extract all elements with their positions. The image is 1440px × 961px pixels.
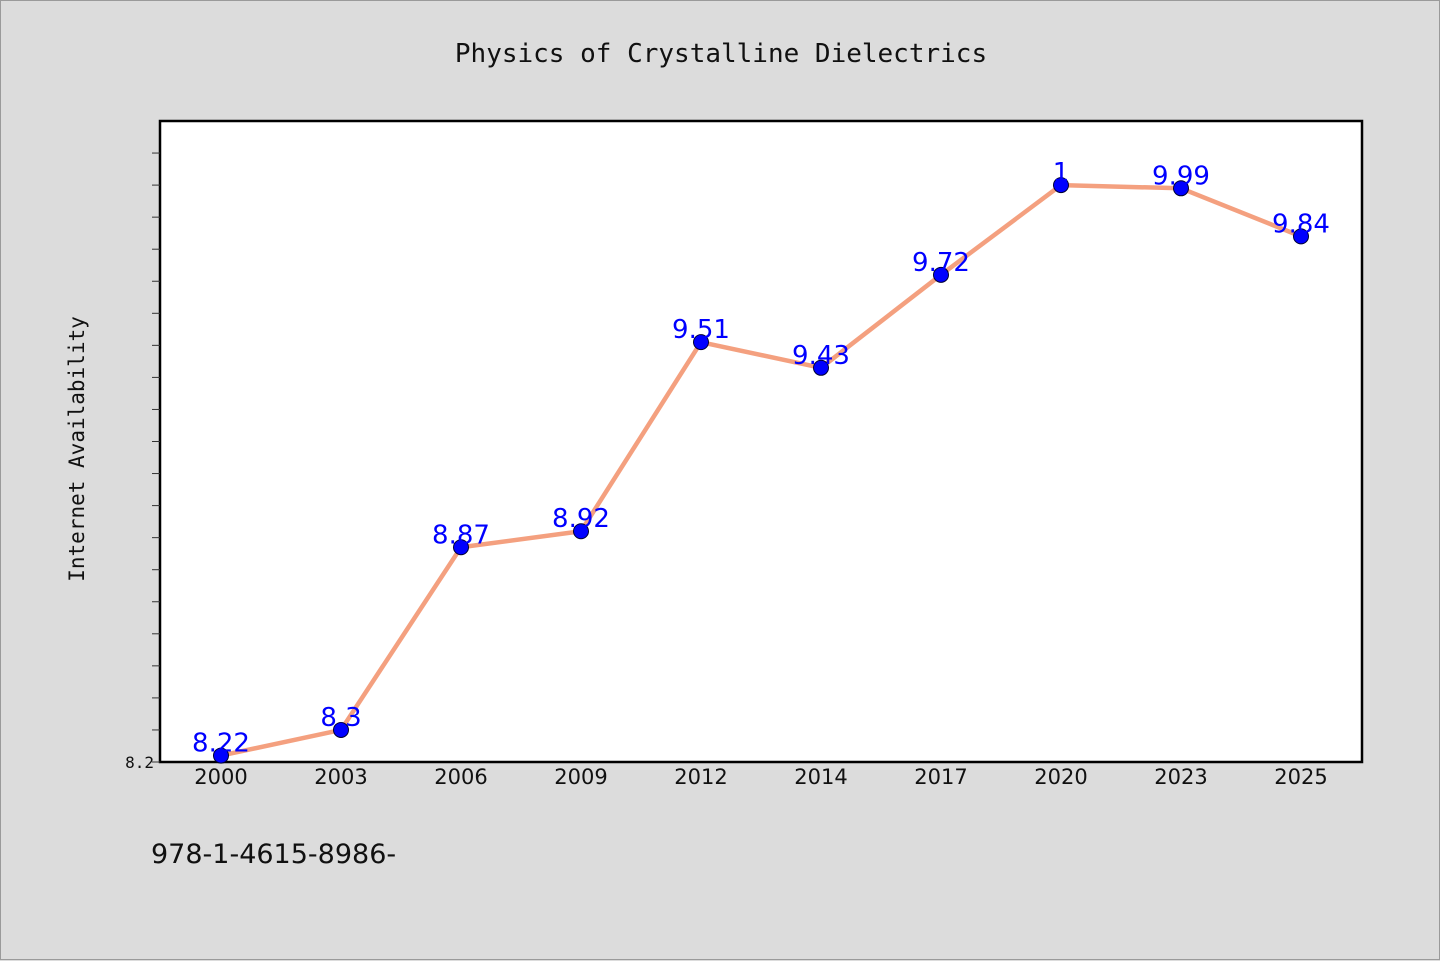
data-label: 9.72 — [912, 248, 970, 278]
data-point — [213, 747, 229, 764]
data-label: 8.22 — [192, 729, 250, 759]
data-label: 8.92 — [552, 504, 610, 534]
series-layer — [213, 177, 1309, 764]
x-tick-label: 2023 — [1154, 765, 1207, 789]
data-label: 9.43 — [792, 341, 850, 371]
x-tick-label: 2006 — [434, 765, 487, 789]
data-point — [813, 359, 829, 376]
data-point — [1173, 180, 1189, 197]
data-label: 9.99 — [1152, 161, 1210, 191]
data-point — [693, 334, 709, 351]
footer-isbn: 978-1-4615-8986- — [151, 839, 396, 870]
x-tick-label: 2000 — [194, 765, 247, 789]
x-tick-label: 2020 — [1034, 765, 1087, 789]
plot-area — [158, 119, 1364, 764]
data-label: 8.3 — [320, 703, 361, 733]
data-label: 1 — [1053, 158, 1070, 188]
data-label: 9.84 — [1272, 209, 1330, 239]
data-point — [1053, 177, 1069, 194]
x-tick-label: 2017 — [914, 765, 967, 789]
chart-title: Physics of Crystalline Dielectrics — [455, 39, 987, 69]
x-tick-label: 2003 — [314, 765, 367, 789]
data-point — [1293, 228, 1309, 245]
x-tick-label: 2014 — [794, 765, 847, 789]
x-axis-ticks: 2000 2003 2006 2009 2012 2014 2017 2020 2023 2025 — [194, 765, 1327, 789]
data-point — [453, 539, 469, 556]
x-tick-label: 2009 — [554, 765, 607, 789]
x-tick-label: 2025 — [1274, 765, 1327, 789]
data-point — [573, 523, 589, 540]
y-axis-label: Internet Availability — [65, 316, 89, 582]
data-labels: 8.22 8.3 8.87 8.92 9.51 9.43 9.72 1 9.99 9.84 — [192, 158, 1330, 758]
data-label: 8.87 — [432, 520, 490, 550]
data-label: 9.51 — [672, 315, 730, 345]
data-point — [933, 266, 949, 283]
x-tick-label: 2012 — [674, 765, 727, 789]
series-line — [218, 182, 1304, 758]
data-point — [333, 721, 349, 738]
y-tick-label: 8.2 — [125, 753, 154, 772]
y-axis-ticks: 8.2 — [125, 152, 160, 772]
